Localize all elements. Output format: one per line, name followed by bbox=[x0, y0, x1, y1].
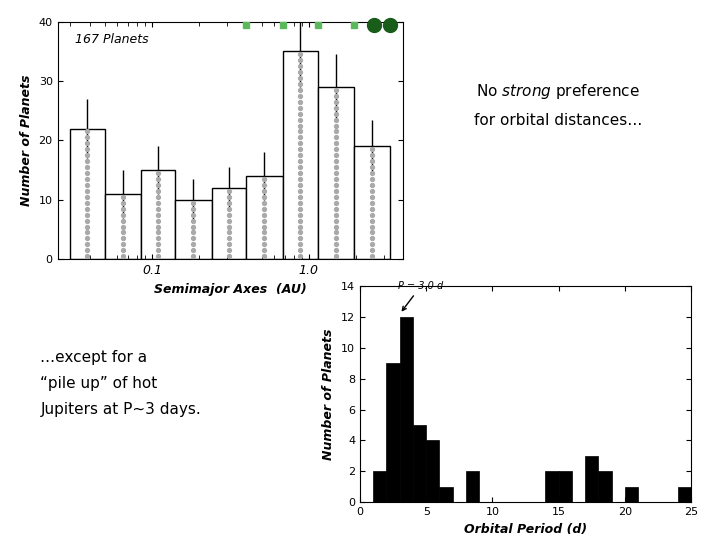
Bar bbox=[625, 487, 638, 502]
Y-axis label: Number of Planets: Number of Planets bbox=[323, 328, 336, 460]
Bar bbox=[70, 129, 105, 259]
Bar bbox=[439, 487, 453, 502]
Bar bbox=[354, 146, 390, 259]
Bar bbox=[559, 471, 572, 502]
Bar bbox=[105, 194, 141, 259]
Bar bbox=[466, 471, 480, 502]
Bar bbox=[387, 363, 400, 502]
Bar bbox=[678, 487, 691, 502]
Bar bbox=[246, 176, 282, 259]
Bar bbox=[426, 441, 439, 502]
Bar bbox=[373, 471, 387, 502]
Bar bbox=[212, 188, 246, 259]
Text: 167 Planets: 167 Planets bbox=[75, 33, 148, 46]
Text: …except for a
“pile up” of hot
Jupiters at P~3 days.: …except for a “pile up” of hot Jupiters … bbox=[40, 350, 201, 417]
Text: No $\it{strong}$ preference
for orbital distances…: No $\it{strong}$ preference for orbital … bbox=[474, 82, 642, 128]
Bar bbox=[282, 51, 318, 259]
Bar bbox=[598, 471, 612, 502]
X-axis label: Semimajor Axes  (AU): Semimajor Axes (AU) bbox=[154, 282, 307, 295]
Y-axis label: Number of Planets: Number of Planets bbox=[20, 75, 33, 206]
Bar bbox=[175, 200, 212, 259]
Bar bbox=[400, 317, 413, 502]
Text: P = 3.0 d: P = 3.0 d bbox=[398, 281, 444, 310]
Bar bbox=[546, 471, 559, 502]
Bar bbox=[318, 87, 354, 259]
Bar bbox=[141, 170, 175, 259]
Bar bbox=[413, 425, 426, 502]
Bar bbox=[585, 456, 598, 502]
X-axis label: Orbital Period (d): Orbital Period (d) bbox=[464, 523, 588, 536]
